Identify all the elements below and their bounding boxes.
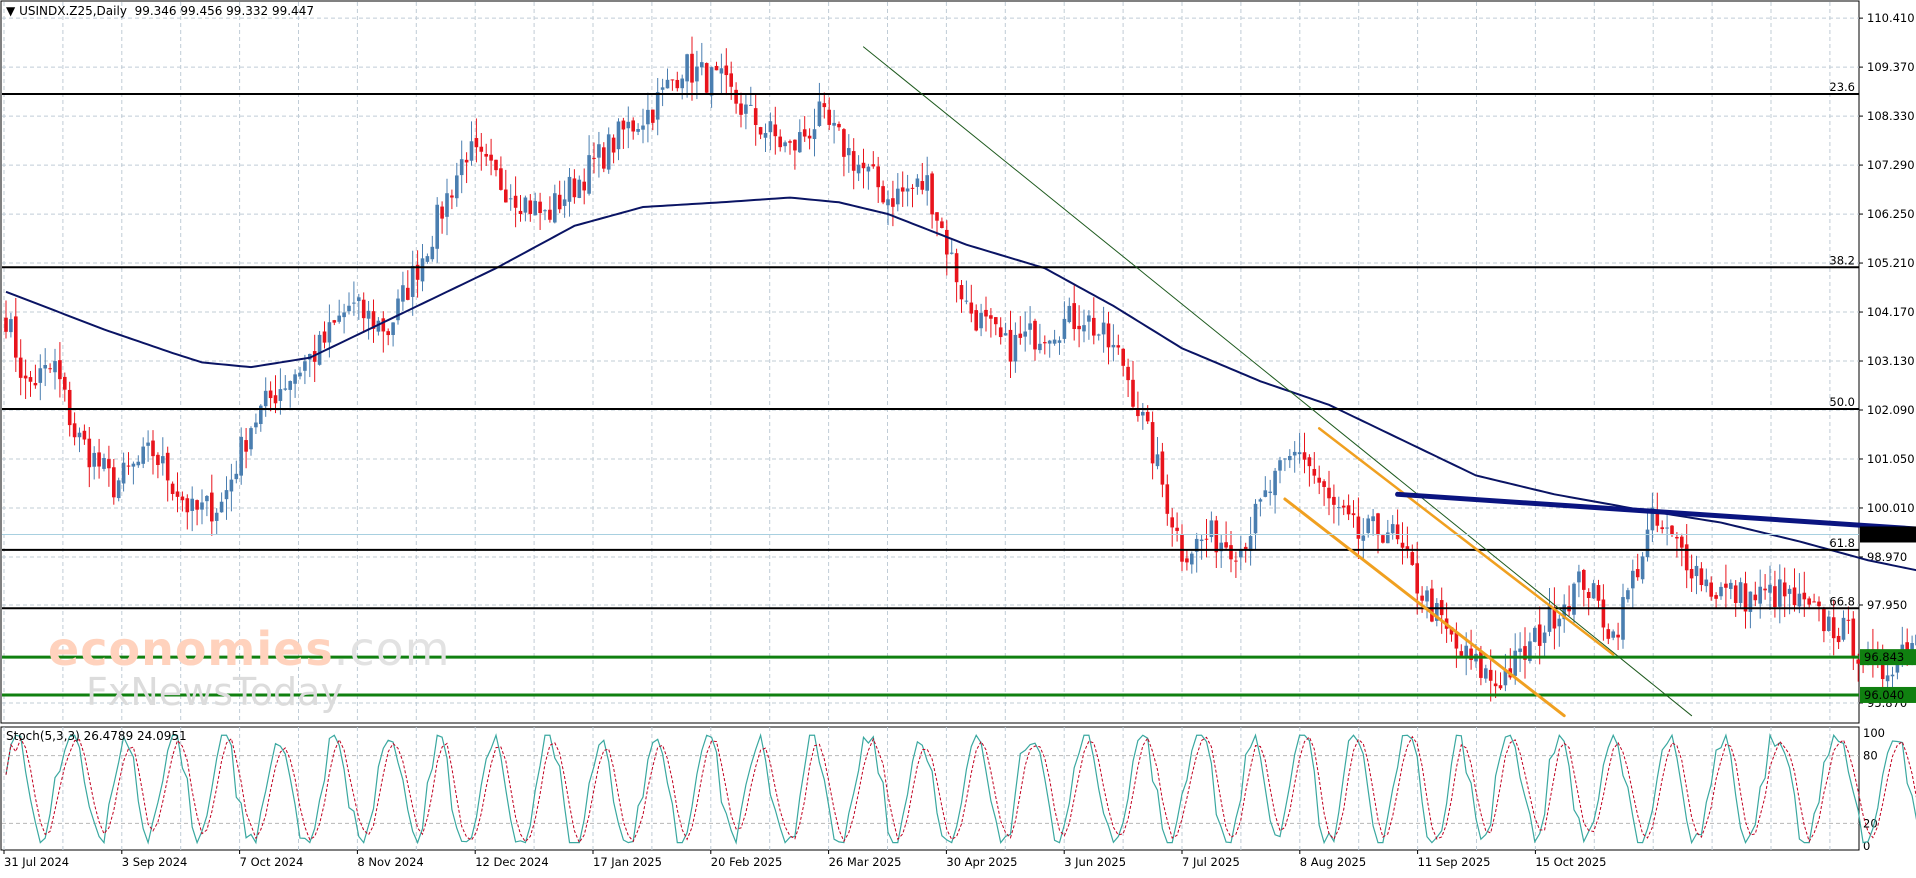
svg-text:23.6: 23.6 (1829, 80, 1855, 94)
chart-title: ▼ USINDX.Z25,Daily 99.346 99.456 99.332 … (6, 4, 314, 18)
svg-text:110.410: 110.410 (1867, 11, 1915, 25)
svg-text:26 Mar 2025: 26 Mar 2025 (829, 855, 902, 869)
stoch-signal-line (5, 735, 1916, 844)
svg-text:103.130: 103.130 (1867, 354, 1915, 368)
svg-text:100.010: 100.010 (1867, 501, 1915, 515)
svg-text:30 Apr 2025: 30 Apr 2025 (946, 855, 1017, 869)
thick-resistance-line (1395, 491, 1916, 532)
svg-text:0: 0 (1863, 839, 1870, 853)
svg-text:3 Jun 2025: 3 Jun 2025 (1064, 855, 1126, 869)
svg-text:96.040: 96.040 (1864, 688, 1904, 702)
svg-text:7 Jul 2025: 7 Jul 2025 (1182, 855, 1240, 869)
svg-text:99.447: 99.447 (1864, 527, 1904, 541)
svg-text:31 Jul 2024: 31 Jul 2024 (4, 855, 69, 869)
svg-text:106.250: 106.250 (1867, 207, 1915, 221)
moving-average-line (5, 196, 1916, 572)
svg-text:8 Nov 2024: 8 Nov 2024 (357, 855, 423, 869)
svg-text:104.170: 104.170 (1867, 305, 1915, 319)
svg-text:61.8: 61.8 (1829, 536, 1855, 550)
svg-text:107.290: 107.290 (1867, 158, 1915, 172)
svg-text:15 Oct 2025: 15 Oct 2025 (1535, 855, 1606, 869)
ohlc-values: 99.346 99.456 99.332 99.447 (134, 4, 314, 18)
channel-upper-line (1317, 427, 1615, 656)
svg-text:7 Oct 2024: 7 Oct 2024 (240, 855, 304, 869)
dropdown-arrow-icon[interactable]: ▼ (6, 4, 16, 18)
svg-text:105.210: 105.210 (1867, 256, 1915, 270)
symbol-timeframe: USINDX.Z25,Daily (19, 4, 127, 18)
svg-text:102.090: 102.090 (1867, 403, 1915, 417)
svg-text:80: 80 (1863, 749, 1878, 763)
svg-text:11 Sep 2025: 11 Sep 2025 (1418, 855, 1491, 869)
svg-text:38.2: 38.2 (1829, 253, 1855, 267)
svg-text:17 Jan 2025: 17 Jan 2025 (593, 855, 662, 869)
watermark-economies: economies.com (48, 622, 451, 676)
svg-text:96.843: 96.843 (1864, 650, 1904, 664)
svg-text:108.330: 108.330 (1867, 109, 1915, 123)
svg-text:8 Aug 2025: 8 Aug 2025 (1300, 855, 1366, 869)
stoch-label: Stoch(5,3,3) 26.4789 24.0951 (6, 729, 187, 743)
channel-lower-line (1283, 497, 1566, 718)
svg-text:101.050: 101.050 (1867, 452, 1915, 466)
svg-text:97.950: 97.950 (1867, 598, 1907, 612)
svg-text:50.0: 50.0 (1829, 395, 1855, 409)
svg-text:98.970: 98.970 (1867, 550, 1907, 564)
svg-text:3 Sep 2024: 3 Sep 2024 (122, 855, 188, 869)
svg-text:66.8: 66.8 (1829, 594, 1855, 608)
stoch-main-line (5, 732, 1916, 845)
svg-text:20 Feb 2025: 20 Feb 2025 (711, 855, 783, 869)
thin-downtrend-line (863, 46, 1693, 717)
svg-text:109.370: 109.370 (1867, 60, 1915, 74)
watermark-fxnewstoday: FxNewsToday (86, 670, 343, 714)
svg-text:100: 100 (1863, 726, 1885, 740)
svg-text:20: 20 (1863, 816, 1878, 830)
candles (4, 36, 1916, 702)
svg-text:12 Dec 2024: 12 Dec 2024 (475, 855, 548, 869)
